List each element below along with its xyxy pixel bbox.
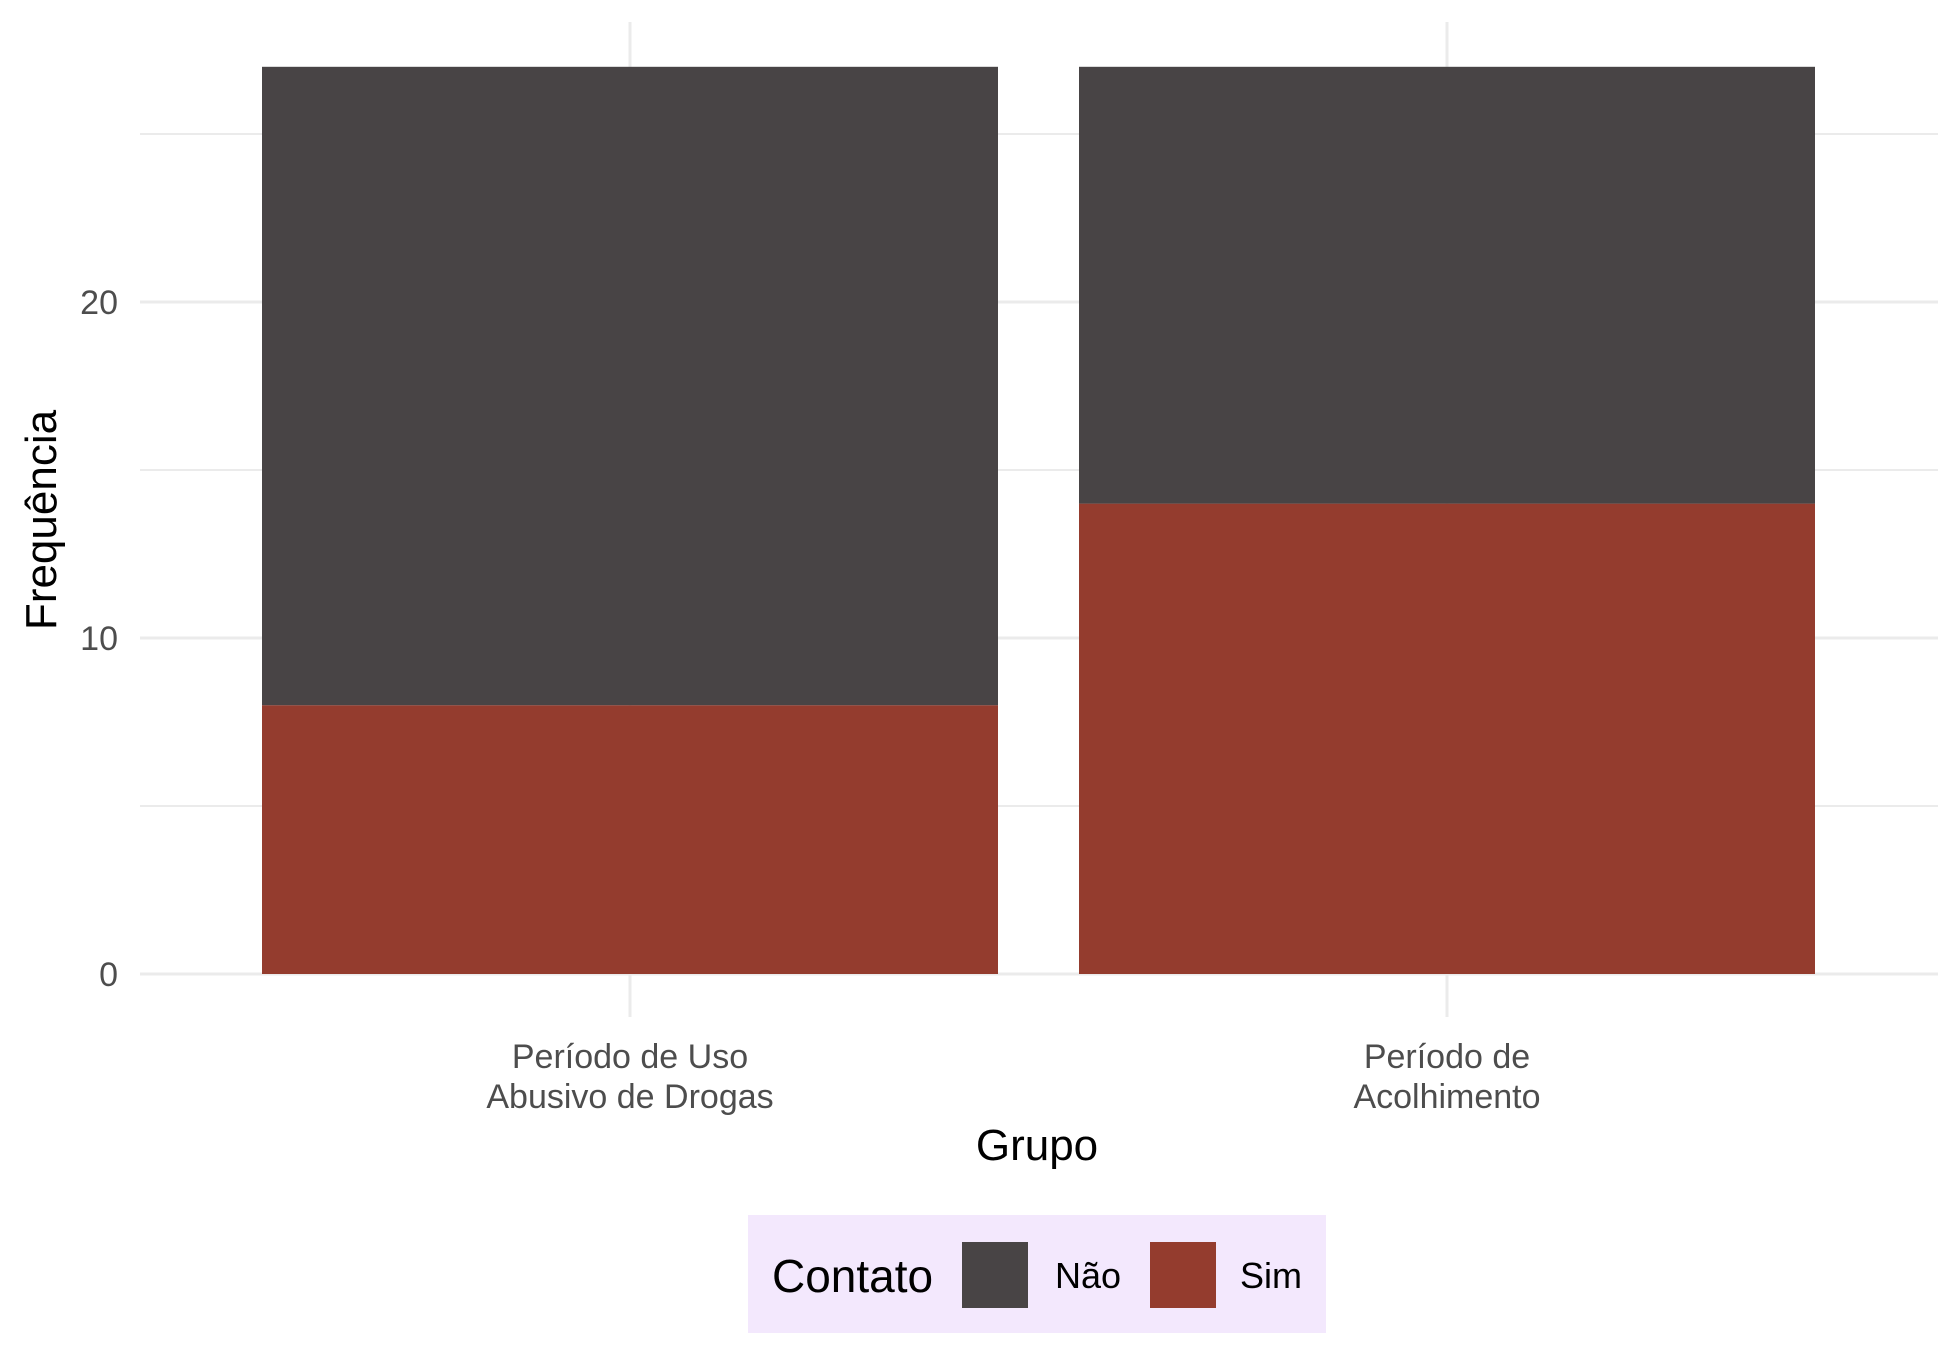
y-axis-title: Frequência	[17, 409, 66, 630]
bar-nao-1	[262, 66, 998, 706]
legend: Contato Não Sim	[748, 1215, 1326, 1333]
y-tick-label: 0	[99, 956, 118, 994]
legend-key-sim	[1150, 1242, 1216, 1308]
legend-title: Contato	[772, 1250, 933, 1302]
y-tick-labels: 0 10 20	[80, 284, 118, 994]
x-tick-labels: Período de Uso Abusivo de Drogas Período d…	[486, 1038, 1540, 1116]
bar-nao-2	[1079, 66, 1815, 504]
legend-key-nao	[962, 1242, 1028, 1308]
x-tick-label: Período de Acolhimento	[1353, 1038, 1540, 1116]
x-axis-title: Grupo	[976, 1121, 1098, 1170]
x-tick-label: Período de Uso Abusivo de Drogas	[486, 1038, 773, 1116]
y-tick-label: 10	[80, 620, 118, 658]
legend-label-nao: Não	[1055, 1255, 1121, 1296]
legend-label-sim: Sim	[1240, 1255, 1302, 1296]
y-tick-label: 20	[80, 284, 118, 322]
bars	[262, 66, 1815, 974]
legend-items: Não Sim	[962, 1242, 1302, 1308]
bar-sim-2	[1079, 503, 1815, 974]
legend-background	[748, 1215, 1326, 1333]
bar-sim-1	[262, 705, 998, 974]
